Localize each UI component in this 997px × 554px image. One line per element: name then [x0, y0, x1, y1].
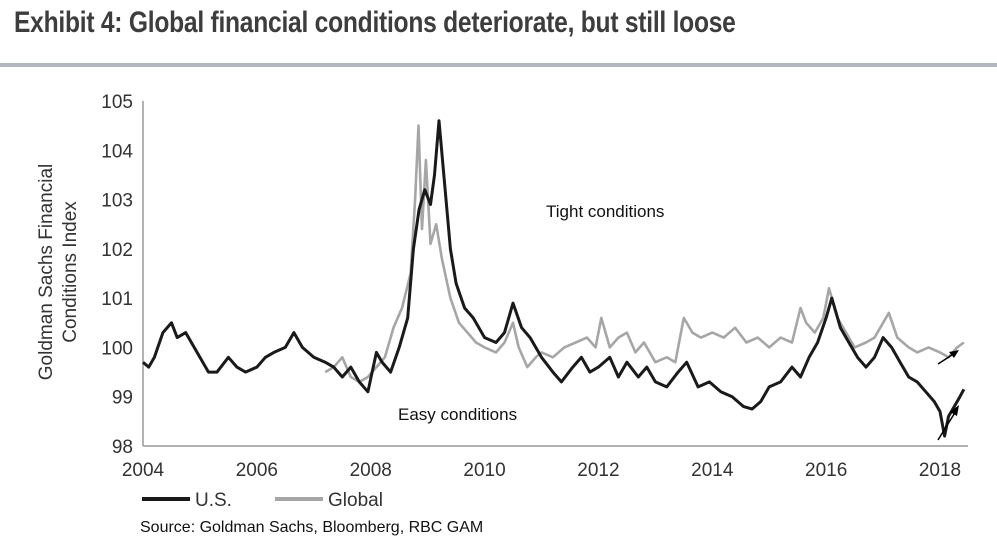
series-line-global: [324, 124, 965, 384]
y-tick-label: 100: [101, 338, 133, 359]
series-line-us: [142, 119, 966, 438]
y-tick-label: 104: [101, 141, 133, 162]
x-tick-label: 2008: [350, 460, 392, 481]
x-tick-label: 2004: [122, 460, 165, 481]
x-tick-label: 2012: [577, 460, 619, 481]
y-tick-label: 101: [101, 289, 133, 310]
y-tick-label: 99: [112, 388, 133, 409]
legend-us-label: U.S.: [195, 490, 232, 511]
arrow-global-icon: [937, 350, 959, 365]
chart-title: Exhibit 4: Global financial conditions d…: [14, 6, 736, 39]
y-tick-label: 105: [101, 92, 133, 113]
y-tick-label: 102: [101, 240, 133, 261]
arrow-us-icon: [937, 405, 959, 441]
y-axis-label-line-1: Goldman Sachs Financial: [36, 164, 57, 381]
x-tick-label: 2014: [691, 460, 734, 481]
x-tick-label: 2018: [919, 460, 961, 481]
source-note: Source: Goldman Sachs, Bloomberg, RBC GA…: [140, 519, 483, 536]
y-tick-label: 98: [112, 437, 133, 458]
y-tick-label: 103: [101, 191, 133, 212]
annotation-easy: Easy conditions: [398, 405, 517, 424]
y-axis-label-line-2: Conditions Index: [60, 201, 81, 343]
title-divider: [0, 63, 997, 67]
x-tick-label: 2006: [236, 460, 278, 481]
x-tick-label: 2010: [463, 460, 505, 481]
annotation-tight: Tight conditions: [546, 202, 664, 221]
x-tick-label: 2016: [805, 460, 847, 481]
legend-global-label: Global: [328, 490, 383, 511]
